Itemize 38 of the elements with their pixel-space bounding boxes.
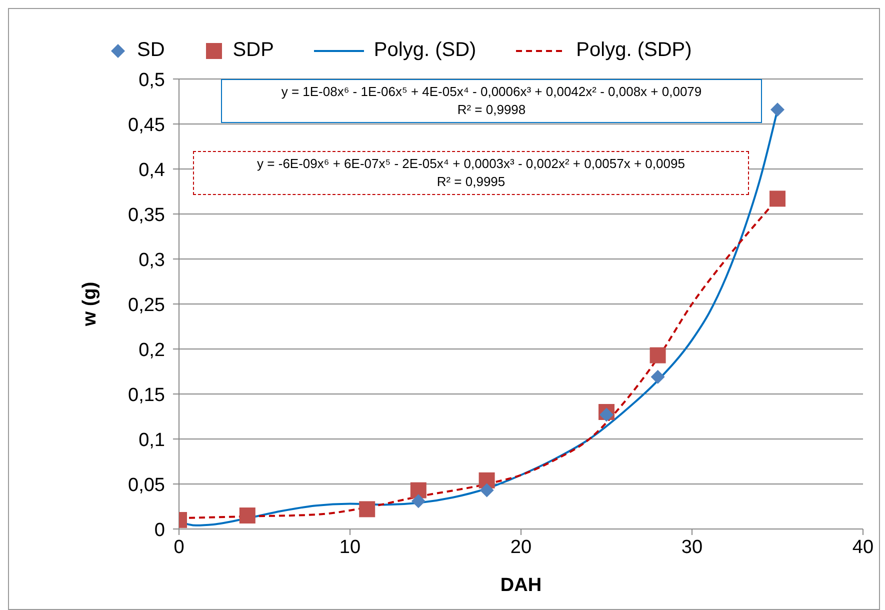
annotation: R² = 0,9998 <box>456 101 527 119</box>
legend-label: SD <box>137 39 165 62</box>
point <box>770 190 786 207</box>
legend-label: Polyg. (SD) <box>374 39 476 62</box>
legend-label: Polyg. (SDP) <box>576 39 692 62</box>
point <box>600 408 614 422</box>
point <box>770 102 784 117</box>
point <box>650 370 665 384</box>
x-tick-label: 20 <box>510 537 532 558</box>
y-tick-label: 0 <box>154 520 165 541</box>
annotation: y = 1E-08x⁶ - 1E-06x⁵ + 4E-05x⁴ - 0,0006x³ + 0,0042x² - 0,008x + 0,0079 <box>280 83 703 101</box>
point <box>410 482 426 498</box>
point <box>650 347 666 364</box>
y-tick-label: 0,45 <box>128 115 165 136</box>
legend-label: SDP <box>232 39 274 62</box>
y-tick-label: 0,1 <box>138 430 165 451</box>
x-tick-label: 10 <box>339 537 361 558</box>
y-tick-label: 0,05 <box>128 475 165 496</box>
y-tick-label: 0,35 <box>128 205 165 226</box>
annotation: y = -6E-09x⁶ + 6E-07x⁵ - 2E-05x⁴ + 0,0003x³ - 0,002x² + 0,0057x + 0,0095 <box>256 155 686 173</box>
equation-box: y = 1E-08x⁶ - 1E-06x⁵ + 4E-05x⁴ - 0,0006x³ + 0,0042x² - 0,008x + 0,0079 R² = 0,9998 <box>221 79 762 123</box>
point <box>411 494 426 508</box>
x-tick-label: 0 <box>174 537 184 558</box>
x-tick-label: 40 <box>852 537 874 558</box>
y-axis-title: w (g) <box>80 282 101 328</box>
y-tick-label: 0,5 <box>138 70 165 91</box>
y-tick-label: 0,3 <box>138 250 165 271</box>
equation-box: y = -6E-09x⁶ + 6E-07x⁵ - 2E-05x⁴ + 0,0003x³ - 0,002x² + 0,0057x + 0,0095 R² = 0,9995 <box>193 151 749 195</box>
y-tick-label: 0,2 <box>138 340 165 361</box>
y-tick-label: 0,15 <box>128 385 165 406</box>
annotation: R² = 0,9995 <box>436 173 506 191</box>
point <box>359 501 376 518</box>
point <box>239 508 256 524</box>
y-tick-label: 0,4 <box>138 160 166 181</box>
point <box>480 483 494 498</box>
x-tick-label: 30 <box>681 537 703 558</box>
y-tick-label: 0,25 <box>128 295 165 316</box>
x-axis-title: DAH <box>500 575 542 596</box>
